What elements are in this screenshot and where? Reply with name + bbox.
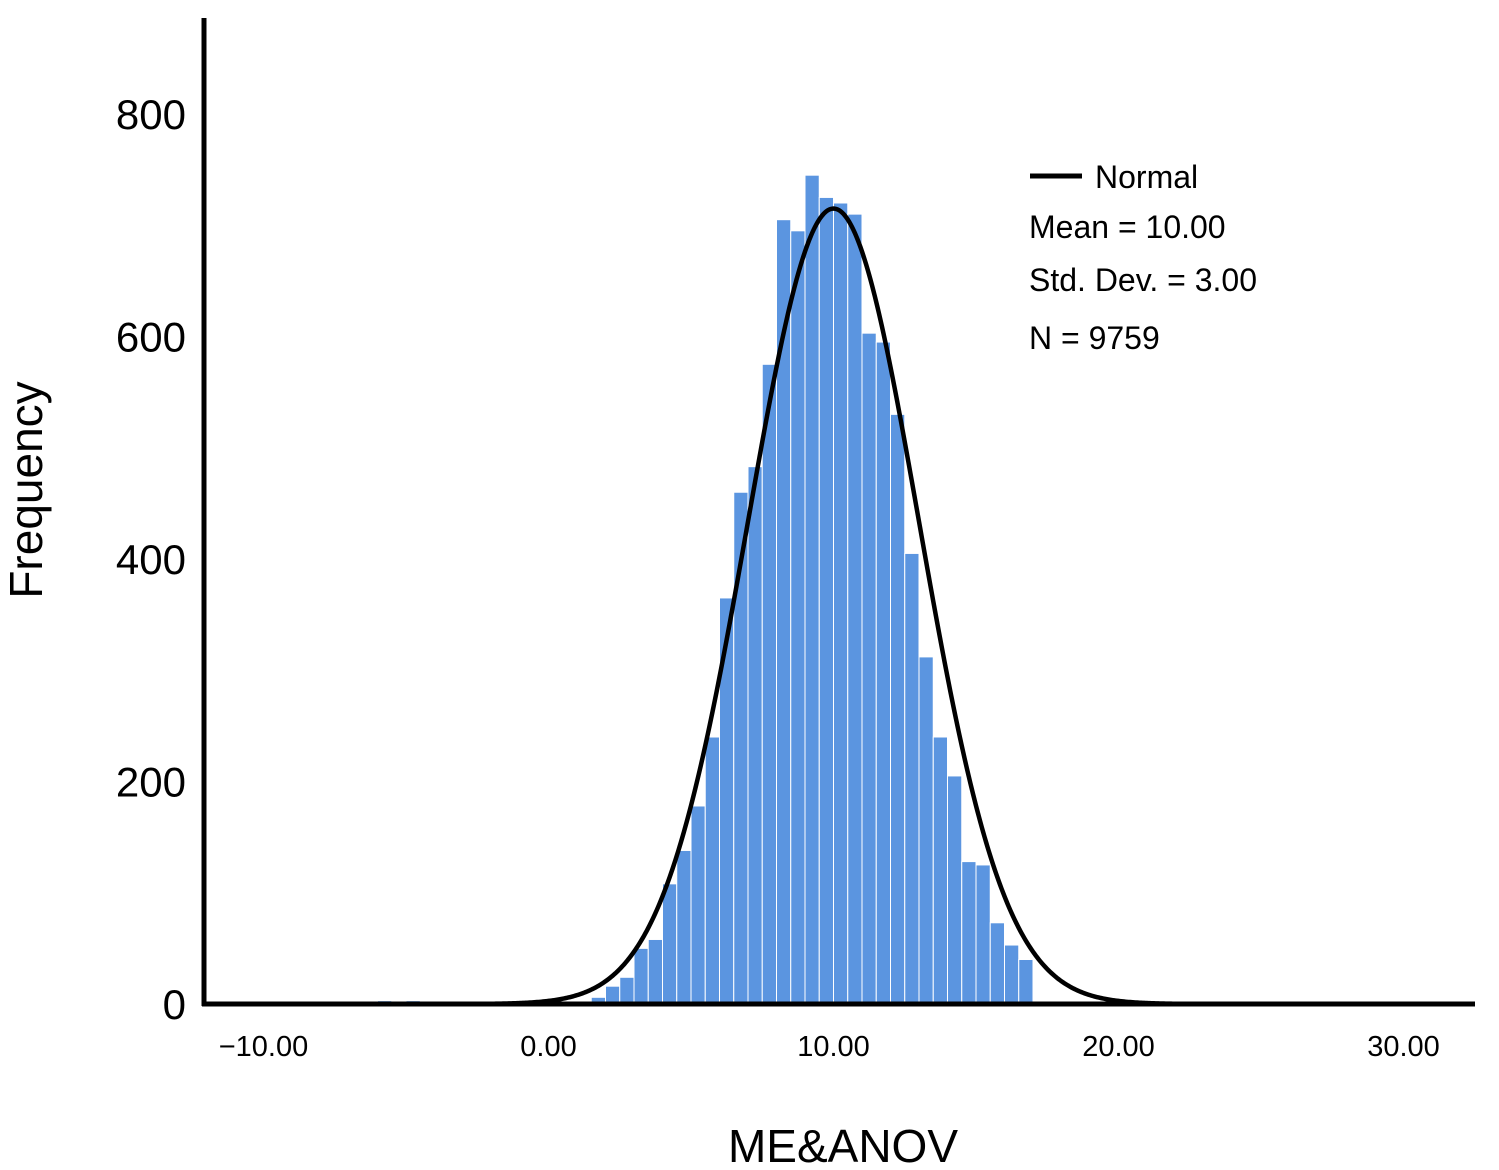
histogram-bar xyxy=(704,736,720,1005)
histogram-bar xyxy=(662,883,678,1005)
y-tick-label: 200 xyxy=(116,759,186,806)
x-tick-label: −10.00 xyxy=(219,1031,309,1063)
histogram-bar xyxy=(790,230,806,1005)
histogram-bar xyxy=(975,864,991,1005)
y-tick-label: 0 xyxy=(163,981,186,1028)
legend-normal-label: Normal xyxy=(1095,159,1198,195)
legend-mean: Mean = 10.00 xyxy=(1029,209,1226,245)
legend: Normal Mean = 10.00 Std. Dev. = 3.00 N =… xyxy=(1029,159,1257,356)
histogram-bar xyxy=(761,363,777,1005)
histogram-bar xyxy=(1018,959,1034,1005)
histogram-bar xyxy=(833,202,849,1005)
x-tick-label: 10.00 xyxy=(797,1031,870,1063)
histogram-bar xyxy=(918,656,934,1005)
histogram-bar xyxy=(861,332,877,1005)
x-tick-label: 0.00 xyxy=(520,1031,576,1063)
histogram-bar xyxy=(947,775,963,1005)
histogram-bar xyxy=(633,947,649,1005)
histogram-bar xyxy=(619,976,635,1005)
y-tick-labels: 0 200 400 600 800 xyxy=(116,91,186,1028)
histogram-bar xyxy=(904,552,920,1005)
histogram-bar xyxy=(932,736,948,1005)
y-tick-label: 400 xyxy=(116,536,186,583)
histogram-bar xyxy=(989,922,1005,1005)
histogram-bar xyxy=(747,466,763,1005)
histogram-bar xyxy=(676,849,692,1005)
histogram-bar xyxy=(818,196,834,1005)
x-tick-label: 30.00 xyxy=(1367,1031,1440,1063)
x-axis-label: ME&ANOV xyxy=(728,1120,958,1170)
y-tick-label: 600 xyxy=(116,314,186,361)
histogram-bar xyxy=(961,861,977,1005)
y-axis-label: Frequency xyxy=(0,381,52,598)
legend-std-dev: Std. Dev. = 3.00 xyxy=(1029,262,1257,298)
histogram-bar xyxy=(1004,944,1020,1005)
histogram-bar xyxy=(847,213,863,1005)
histogram-bar xyxy=(647,938,663,1005)
histogram-bar xyxy=(690,805,706,1005)
histogram-bar xyxy=(605,985,621,1005)
histogram-bars xyxy=(377,174,1034,1005)
y-tick-label: 800 xyxy=(116,91,186,138)
histogram-bar xyxy=(875,341,891,1005)
x-tick-label: 20.00 xyxy=(1082,1031,1155,1063)
histogram-bar xyxy=(890,413,906,1005)
legend-n: N = 9759 xyxy=(1029,320,1160,356)
histogram-bar xyxy=(804,174,820,1005)
x-tick-labels: −10.00 0.00 10.00 20.00 30.00 xyxy=(219,1031,1440,1063)
